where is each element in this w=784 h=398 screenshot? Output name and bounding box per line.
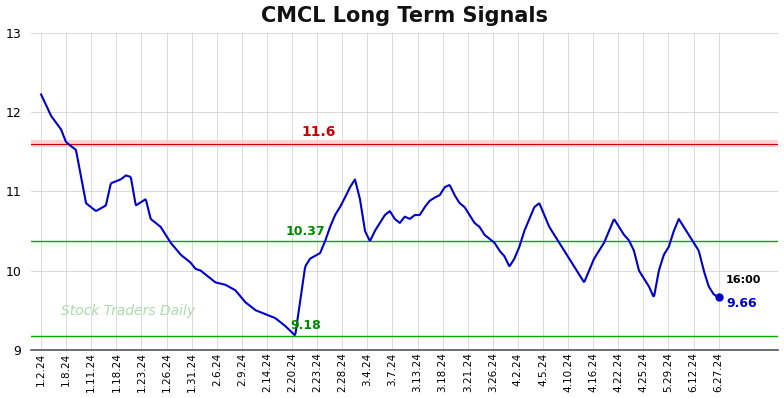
Bar <box>31 140 779 147</box>
Title: CMCL Long Term Signals: CMCL Long Term Signals <box>261 6 548 25</box>
Text: 16:00: 16:00 <box>726 275 761 285</box>
Text: 10.37: 10.37 <box>285 225 325 238</box>
Text: 9.18: 9.18 <box>290 319 321 332</box>
Text: Stock Traders Daily: Stock Traders Daily <box>61 304 195 318</box>
Text: 9.66: 9.66 <box>726 297 757 310</box>
Text: 11.6: 11.6 <box>302 125 336 139</box>
